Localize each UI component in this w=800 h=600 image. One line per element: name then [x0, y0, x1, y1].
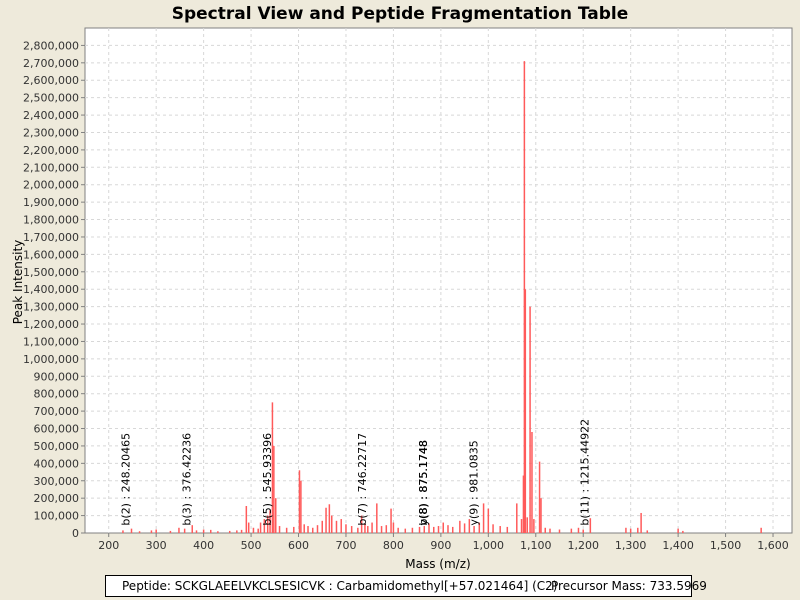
fragment-ion-label: b(5) : 545.93396 [261, 433, 274, 526]
peptide-label: Peptide: SCKGLAEELVKCLSESICVK : Carbamid… [122, 579, 558, 593]
y-tick-label: 2,100,000 [23, 161, 79, 174]
y-axis: 0 100,000 200,000 300,000 400,000 500,000 600,… [23, 39, 85, 540]
y-tick-label: 2,200,000 [23, 144, 79, 157]
y-tick-label: 1,500,000 [23, 266, 79, 279]
y-tick-label: 1,300,000 [23, 301, 79, 314]
x-tick-label: 800 [383, 539, 404, 552]
y-tick-label: 300,000 [34, 475, 80, 488]
y-tick-label: 2,300,000 [23, 126, 79, 139]
y-tick-label: 2,700,000 [23, 57, 79, 70]
y-tick-label: 100,000 [34, 510, 80, 523]
grid-lines [85, 28, 792, 533]
x-tick-label: 1,500 [710, 539, 742, 552]
peak-series [122, 61, 762, 533]
x-axis-label: Mass (m/z) [405, 557, 470, 571]
y-tick-label: 1,900,000 [23, 196, 79, 209]
y-tick-label: 1,000,000 [23, 353, 79, 366]
y-axis-label: Peak Intensity [11, 240, 25, 325]
y-tick-label: 1,800,000 [23, 214, 79, 227]
y-tick-label: 1,200,000 [23, 318, 79, 331]
spectrum-chart: b(2) : 248.20465 b(3) : 376.42236 b(5) : 5… [11, 27, 793, 571]
x-tick-label: 1,000 [473, 539, 505, 552]
x-tick-label: 400 [193, 539, 214, 552]
x-tick-label: 1,100 [520, 539, 552, 552]
fragment-ion-label: y(9) : 981.0835 [467, 440, 480, 525]
fragment-ion-label: y(8) : 875.1748 [417, 440, 430, 525]
plot-area [84, 27, 793, 534]
fragment-ion-label: b(8) : 875.1748 [417, 440, 430, 526]
precursor-mass-label: Precursor Mass: 733.5969 [551, 579, 707, 593]
x-tick-label: 1,300 [615, 539, 647, 552]
y-tick-label: 1,600,000 [23, 248, 79, 261]
y-tick-label: 1,400,000 [23, 283, 79, 296]
fragment-ion-label: b(3) : 376.42236 [180, 433, 193, 526]
x-tick-label: 300 [146, 539, 167, 552]
x-tick-label: 1,400 [662, 539, 694, 552]
x-tick-label: 500 [241, 539, 262, 552]
y-tick-label: 1,100,000 [23, 335, 79, 348]
y-tick-label: 800,000 [34, 388, 80, 401]
fragment-annotations: b(2) : 248.20465 b(3) : 376.42236 b(5) : 5… [120, 419, 592, 526]
y-tick-label: 700,000 [34, 405, 80, 418]
x-tick-label: 900 [430, 539, 451, 552]
y-tick-label: 500,000 [34, 440, 80, 453]
x-tick-label: 1,200 [567, 539, 599, 552]
y-tick-label: 2,400,000 [23, 109, 79, 122]
fragment-ion-label: b(2) : 248.20465 [120, 433, 133, 526]
x-tick-label: 1,600 [757, 539, 789, 552]
y-tick-label: 200,000 [34, 492, 80, 505]
x-tick-label: 200 [98, 539, 119, 552]
y-tick-label: 2,500,000 [23, 92, 79, 105]
fragment-ion-label: b(7) : 746.22717 [356, 433, 369, 526]
peptide-info-box: Peptide: SCKGLAEELVKCLSESICVK : Carbamid… [105, 575, 707, 597]
y-tick-label: 0 [72, 527, 79, 540]
y-tick-label: 2,600,000 [23, 74, 79, 87]
x-tick-label: 700 [335, 539, 356, 552]
y-tick-label: 400,000 [34, 457, 80, 470]
fragment-ion-label: b(11) : 1215.44922 [579, 419, 592, 526]
chart-title: Spectral View and Peptide Fragmentation … [171, 4, 629, 24]
y-tick-label: 1,700,000 [23, 231, 79, 244]
y-tick-label: 600,000 [34, 423, 80, 436]
x-tick-label: 600 [288, 539, 309, 552]
y-tick-label: 2,000,000 [23, 179, 79, 192]
x-axis: 200 300 400 500 600 700 800 900 1,000 1,100 1,200 1… [98, 533, 789, 552]
y-tick-label: 900,000 [34, 370, 80, 383]
y-tick-label: 2,800,000 [23, 39, 79, 52]
